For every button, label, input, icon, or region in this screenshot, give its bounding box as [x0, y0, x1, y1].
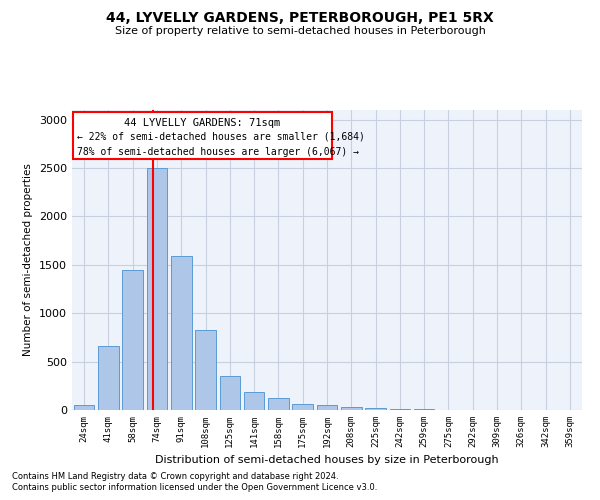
Text: 78% of semi-detached houses are larger (6,067) →: 78% of semi-detached houses are larger (…: [77, 147, 359, 157]
FancyBboxPatch shape: [73, 112, 332, 160]
Bar: [389, 408, 410, 410]
Bar: [195, 330, 216, 410]
Bar: [292, 404, 313, 410]
Text: 44, LYVELLY GARDENS, PETERBOROUGH, PE1 5RX: 44, LYVELLY GARDENS, PETERBOROUGH, PE1 5…: [106, 11, 494, 25]
Bar: [365, 408, 386, 410]
Bar: [98, 346, 119, 410]
Bar: [122, 270, 143, 410]
Y-axis label: Number of semi-detached properties: Number of semi-detached properties: [23, 164, 34, 356]
Bar: [146, 168, 167, 410]
Text: Contains public sector information licensed under the Open Government Licence v3: Contains public sector information licen…: [12, 484, 377, 492]
Text: Contains HM Land Registry data © Crown copyright and database right 2024.: Contains HM Land Registry data © Crown c…: [12, 472, 338, 481]
Bar: [317, 404, 337, 410]
Bar: [244, 392, 265, 410]
Bar: [74, 405, 94, 410]
Bar: [171, 256, 191, 410]
Bar: [268, 398, 289, 410]
Bar: [414, 409, 434, 410]
Text: ← 22% of semi-detached houses are smaller (1,684): ← 22% of semi-detached houses are smalle…: [77, 132, 365, 141]
Text: 44 LYVELLY GARDENS: 71sqm: 44 LYVELLY GARDENS: 71sqm: [124, 118, 281, 128]
Text: Size of property relative to semi-detached houses in Peterborough: Size of property relative to semi-detach…: [115, 26, 485, 36]
Bar: [220, 376, 240, 410]
X-axis label: Distribution of semi-detached houses by size in Peterborough: Distribution of semi-detached houses by …: [155, 456, 499, 466]
Bar: [341, 406, 362, 410]
